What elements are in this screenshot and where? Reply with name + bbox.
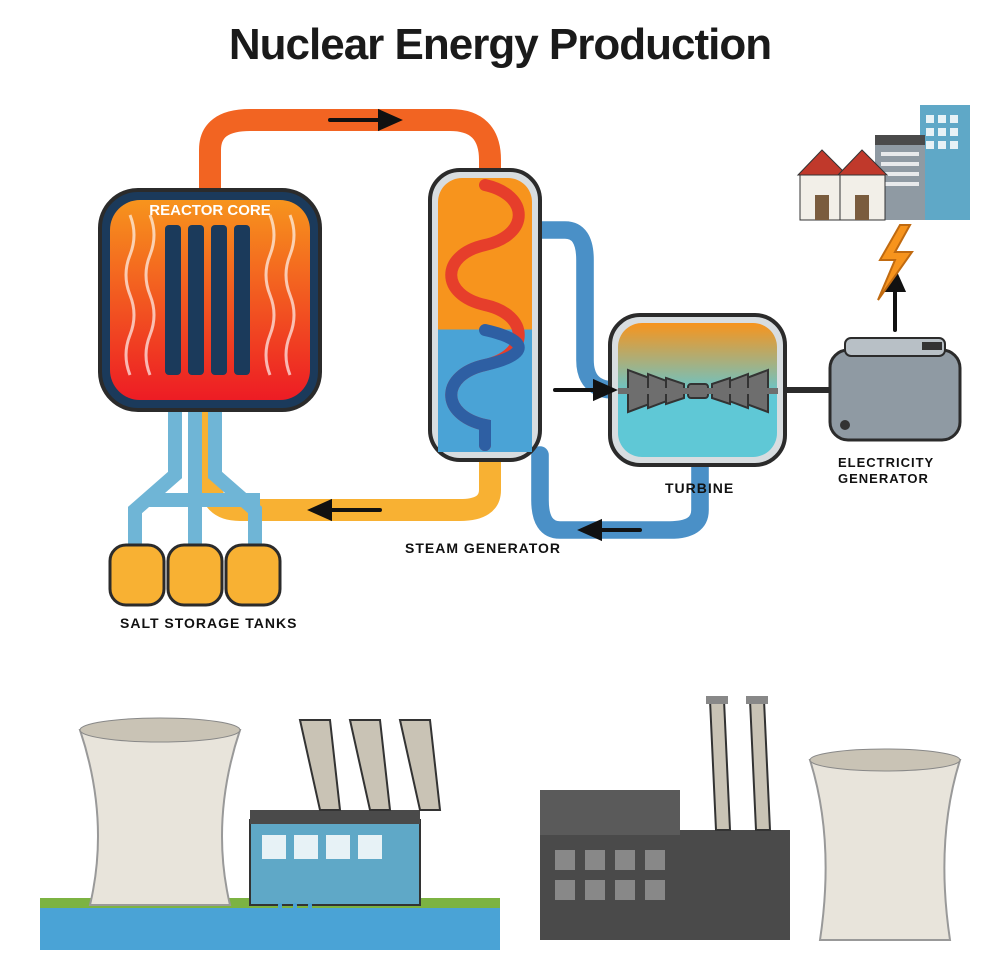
electricity-generator	[830, 338, 960, 440]
water-pipe-top	[540, 230, 615, 390]
steam-generator	[430, 170, 540, 460]
steam-generator-label: STEAM GENERATOR	[405, 540, 561, 556]
turbine	[610, 315, 785, 465]
salt-tanks-label: SALT STORAGE TANKS	[120, 615, 297, 631]
salt-storage-tanks	[110, 545, 280, 605]
electricity-generator-label: ELECTRICITYGENERATOR	[838, 455, 934, 486]
cooling-plant-right	[540, 696, 960, 940]
reactor-core-label: REACTOR CORE	[149, 202, 270, 219]
cooling-plant-left	[40, 718, 500, 950]
page-title: Nuclear Energy Production	[0, 20, 1000, 70]
diagram-svg: REACTOR CORE	[0, 0, 1000, 980]
city-buildings	[798, 105, 970, 220]
reactor-core: REACTOR CORE	[100, 190, 320, 410]
salt-pipes	[135, 410, 260, 545]
turbine-label: TURBINE	[665, 480, 734, 496]
